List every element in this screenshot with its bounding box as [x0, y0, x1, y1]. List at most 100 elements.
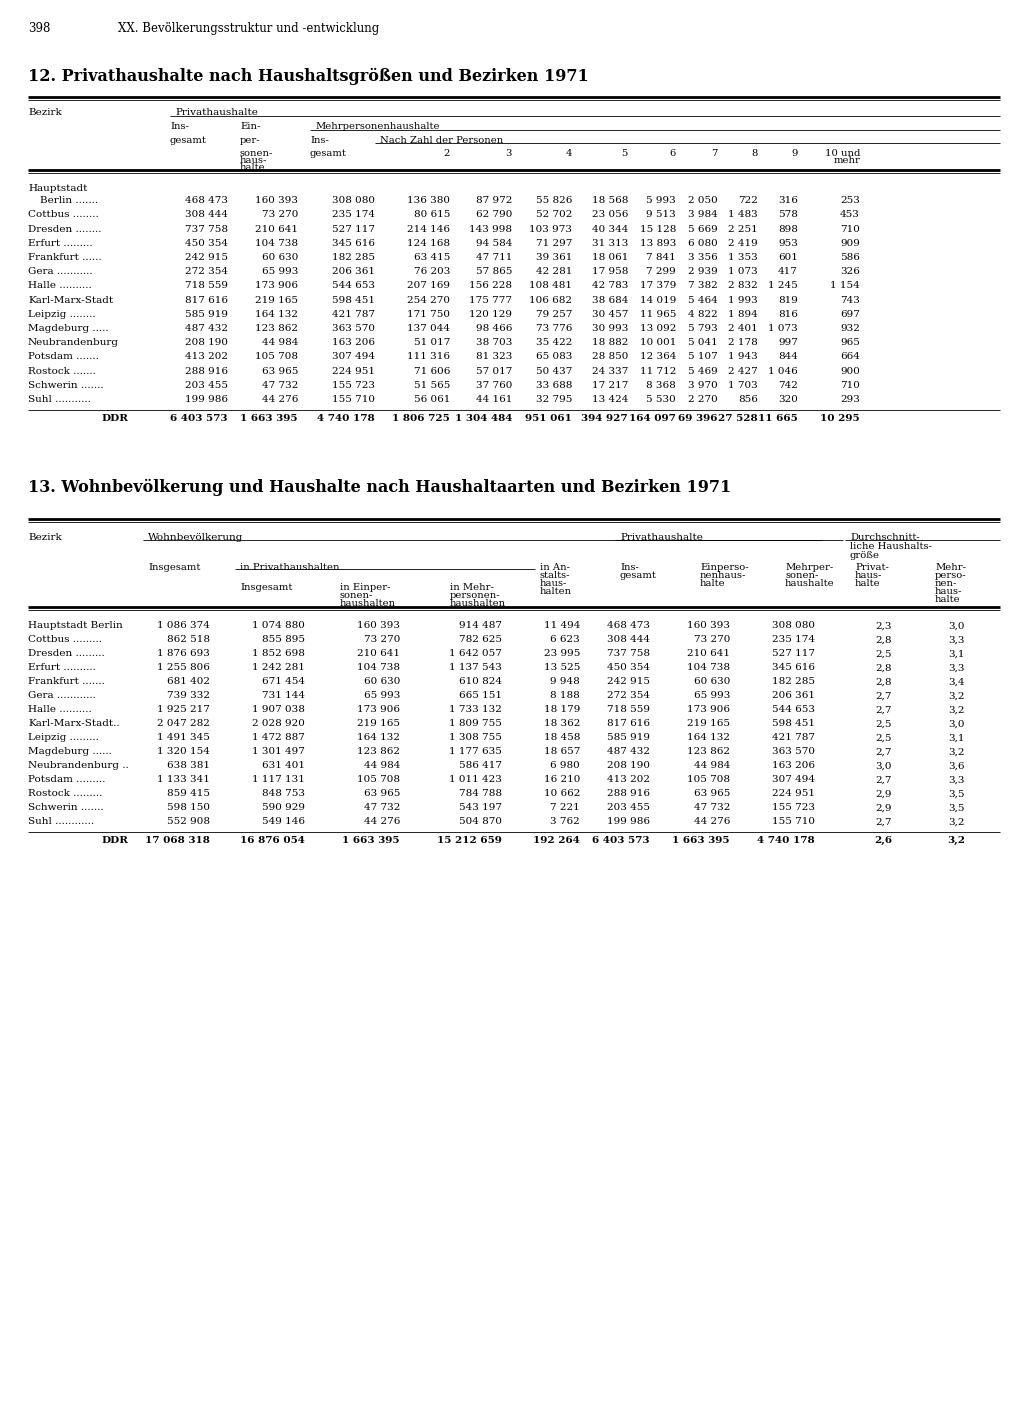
Text: 155 710: 155 710 [332, 395, 375, 405]
Text: 3: 3 [506, 149, 512, 158]
Text: Suhl ...........: Suhl ........... [28, 395, 91, 405]
Text: 2 047 282: 2 047 282 [157, 719, 210, 728]
Text: 1 320 154: 1 320 154 [157, 747, 210, 756]
Text: 394 927: 394 927 [582, 415, 628, 423]
Text: 782 625: 782 625 [459, 634, 502, 644]
Text: Einperso-: Einperso- [700, 563, 749, 572]
Text: 5 469: 5 469 [688, 367, 718, 375]
Text: 11 494: 11 494 [544, 622, 580, 630]
Text: 79 257: 79 257 [536, 310, 572, 319]
Text: 164 132: 164 132 [357, 733, 400, 742]
Text: sonen-: sonen- [785, 571, 818, 580]
Text: 31 313: 31 313 [592, 238, 628, 248]
Text: Erfurt ..........: Erfurt .......... [28, 663, 96, 673]
Text: 7 299: 7 299 [646, 268, 676, 276]
Text: 819: 819 [778, 296, 798, 305]
Text: 203 455: 203 455 [607, 804, 650, 812]
Text: haushalten: haushalten [340, 599, 396, 608]
Text: 2,3: 2,3 [876, 622, 892, 630]
Text: 224 951: 224 951 [772, 790, 815, 798]
Text: 1 907 038: 1 907 038 [252, 705, 305, 715]
Text: halten: halten [540, 587, 572, 596]
Text: 16 210: 16 210 [544, 776, 580, 784]
Text: 710: 710 [840, 381, 860, 389]
Text: 6 080: 6 080 [688, 238, 718, 248]
Text: 1 255 806: 1 255 806 [157, 663, 210, 673]
Text: 38 684: 38 684 [592, 296, 628, 305]
Text: 1 809 755: 1 809 755 [450, 719, 502, 728]
Text: Karl-Marx-Stadt..: Karl-Marx-Stadt.. [28, 719, 120, 728]
Text: 44 984: 44 984 [261, 338, 298, 347]
Text: Wohnbevölkerung: Wohnbevölkerung [148, 533, 244, 543]
Text: mehr: mehr [834, 157, 860, 165]
Text: 175 777: 175 777 [469, 296, 512, 305]
Text: 23 995: 23 995 [544, 649, 580, 658]
Text: 164 132: 164 132 [255, 310, 298, 319]
Text: Neubrandenburg ..: Neubrandenburg .. [28, 761, 129, 770]
Text: 900: 900 [840, 367, 860, 375]
Text: 345 616: 345 616 [332, 238, 375, 248]
Text: 549 146: 549 146 [262, 818, 305, 826]
Text: 307 494: 307 494 [332, 352, 375, 361]
Text: 63 965: 63 965 [261, 367, 298, 375]
Text: 42 783: 42 783 [592, 282, 628, 290]
Text: 155 723: 155 723 [772, 804, 815, 812]
Text: 15 212 659: 15 212 659 [437, 836, 502, 845]
Text: 2 427: 2 427 [728, 367, 758, 375]
Text: 13 424: 13 424 [592, 395, 628, 405]
Text: 63 965: 63 965 [693, 790, 730, 798]
Text: Hauptstadt: Hauptstadt [28, 183, 87, 193]
Text: 160 393: 160 393 [687, 622, 730, 630]
Text: 965: 965 [840, 338, 860, 347]
Text: nenhaus-: nenhaus- [700, 571, 746, 580]
Text: Ein-: Ein- [240, 123, 260, 131]
Text: 2,5: 2,5 [876, 719, 892, 728]
Text: 23 056: 23 056 [592, 210, 628, 220]
Text: 817 616: 817 616 [185, 296, 228, 305]
Text: 6: 6 [670, 149, 676, 158]
Text: 784 788: 784 788 [459, 790, 502, 798]
Text: 206 361: 206 361 [772, 691, 815, 701]
Text: 2,9: 2,9 [876, 790, 892, 798]
Text: 3,5: 3,5 [948, 790, 965, 798]
Text: perso-: perso- [935, 571, 967, 580]
Text: haus-: haus- [240, 157, 267, 165]
Text: 123 862: 123 862 [357, 747, 400, 756]
Text: 1 733 132: 1 733 132 [450, 705, 502, 715]
Text: 544 653: 544 653 [332, 282, 375, 290]
Text: 9: 9 [792, 149, 798, 158]
Text: 552 908: 552 908 [167, 818, 210, 826]
Text: 308 444: 308 444 [607, 634, 650, 644]
Text: 3 762: 3 762 [550, 818, 580, 826]
Text: 98 466: 98 466 [475, 324, 512, 333]
Text: 30 457: 30 457 [592, 310, 628, 319]
Text: 63 965: 63 965 [364, 790, 400, 798]
Text: 272 354: 272 354 [185, 268, 228, 276]
Text: 30 993: 30 993 [592, 324, 628, 333]
Text: 13 092: 13 092 [640, 324, 676, 333]
Text: 2,7: 2,7 [876, 705, 892, 715]
Text: 1 245: 1 245 [768, 282, 798, 290]
Text: 39 361: 39 361 [536, 252, 572, 262]
Text: Magdeburg ......: Magdeburg ...... [28, 747, 112, 756]
Text: 7 221: 7 221 [550, 804, 580, 812]
Text: Insgesamt: Insgesamt [148, 563, 201, 572]
Text: 697: 697 [840, 310, 860, 319]
Text: 235 174: 235 174 [332, 210, 375, 220]
Text: 208 190: 208 190 [185, 338, 228, 347]
Text: 2 178: 2 178 [728, 338, 758, 347]
Text: in Mehr-: in Mehr- [450, 584, 494, 592]
Text: 953: 953 [778, 238, 798, 248]
Text: 16 876 054: 16 876 054 [240, 836, 305, 845]
Text: 18 362: 18 362 [544, 719, 580, 728]
Text: 71 297: 71 297 [536, 238, 572, 248]
Text: 254 270: 254 270 [407, 296, 450, 305]
Text: 219 165: 219 165 [357, 719, 400, 728]
Text: 6 623: 6 623 [550, 634, 580, 644]
Text: 671 454: 671 454 [262, 677, 305, 687]
Text: 18 568: 18 568 [592, 196, 628, 206]
Text: 18 657: 18 657 [544, 747, 580, 756]
Text: Rostock .........: Rostock ......... [28, 790, 102, 798]
Text: 235 174: 235 174 [772, 634, 815, 644]
Text: 27 528: 27 528 [719, 415, 758, 423]
